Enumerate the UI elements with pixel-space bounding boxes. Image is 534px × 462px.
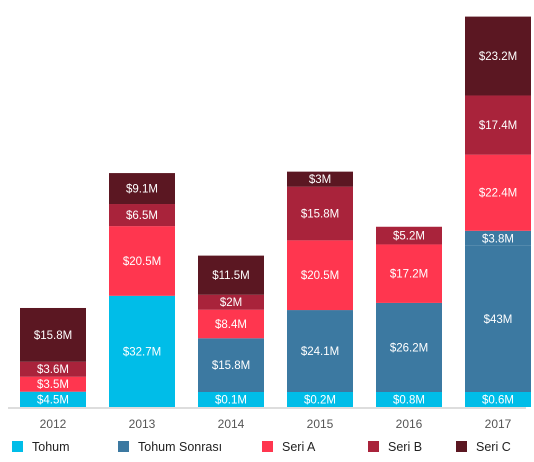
data-label-2017-s4: $23.2M	[479, 51, 517, 63]
x-axis-ticks: 2012 2013 2014 2015 2016 2017	[40, 417, 512, 431]
data-label-2012-s4: $15.8M	[34, 330, 72, 342]
data-label-2016-s1: $26.2M	[390, 342, 428, 354]
data-label-2014-s1: $15.8M	[212, 360, 250, 372]
bar-segment-2017-s0	[465, 392, 531, 407]
bar-segment-2013-s4	[109, 173, 175, 205]
bar-segment-2015-s2	[287, 240, 353, 311]
legend-swatch-4	[456, 441, 467, 452]
data-label-2012-s3: $3.6M	[37, 364, 69, 376]
data-label-2014-s0: $0.1M	[215, 395, 247, 407]
legend-swatch-0	[12, 441, 23, 452]
bar-segment-2016-s0	[376, 392, 442, 407]
bar-segment-2016-s3	[376, 226, 442, 245]
bar-segment-2012-s2	[20, 376, 86, 392]
data-label-2013-s3: $6.5M	[126, 210, 158, 222]
data-label-2015-s3: $15.8M	[301, 209, 339, 221]
data-label-2017-s3: $17.4M	[479, 120, 517, 132]
legend-label-4: Seri C	[476, 440, 511, 454]
data-label-2015-s2: $20.5M	[301, 270, 339, 282]
bar-segment-2015-s1	[287, 310, 353, 392]
bars-group: $4.5M $3.5M $3.6M $15.8M $32.7M $20.5M $6.5M $9…	[20, 16, 531, 407]
data-label-2013-s0: $32.7M	[123, 346, 161, 358]
data-label-2015-s0: $0.2M	[304, 395, 336, 407]
data-label-2017-s1: $43M	[484, 314, 513, 326]
legend-swatch-3	[368, 441, 379, 452]
x-tick-label-2012: 2012	[40, 417, 67, 431]
bar-segment-2013-s2	[109, 226, 175, 296]
bar-segment-2012-s4	[20, 307, 86, 362]
data-label-2015-s4: $3M	[309, 174, 331, 186]
data-label-2014-s4: $11.5M	[212, 270, 250, 282]
bar-segment-2013-s3	[109, 204, 175, 227]
data-label-2016-s2: $17.2M	[390, 269, 428, 281]
legend-label-2: Seri A	[282, 440, 316, 454]
data-label-2014-s3: $2M	[220, 297, 242, 309]
data-label-2017-s0: $0.6M	[482, 395, 514, 407]
data-label-2016-s3: $5.2M	[393, 231, 425, 243]
x-tick-label-2015: 2015	[307, 417, 334, 431]
legend-swatch-2	[262, 441, 273, 452]
bar-segment-2017-s1	[465, 245, 531, 392]
bar-segment-2012-s3	[20, 361, 86, 377]
x-tick-label-2013: 2013	[129, 417, 156, 431]
legend-label-0: Tohum	[32, 440, 70, 454]
bar-segment-2017-s3	[465, 95, 531, 155]
data-label-2017-x0: $3.8M	[482, 233, 514, 245]
data-label-2012-s0: $4.5M	[37, 394, 69, 406]
x-tick-label-2014: 2014	[218, 417, 245, 431]
legend-label-3: Seri B	[388, 440, 422, 454]
data-label-2012-s2: $3.5M	[37, 379, 69, 391]
bar-segment-2017-s2	[465, 154, 531, 231]
bar-segment-2015-s0	[287, 392, 353, 407]
legend: Tohum Tohum Sonrası Seri A Seri B Seri C	[12, 440, 511, 454]
data-label-2013-s2: $20.5M	[123, 256, 161, 268]
bar-segment-2017-s4	[465, 16, 531, 96]
bar-segment-2016-s2	[376, 244, 442, 303]
data-label-2016-s0: $0.8M	[393, 395, 425, 407]
legend-label-1: Tohum Sonrası	[138, 440, 222, 454]
data-label-2014-s2: $8.4M	[215, 319, 247, 331]
x-tick-label-2016: 2016	[396, 417, 423, 431]
bar-segment-2015-s3	[287, 186, 353, 241]
bar-segment-2013-s0	[109, 295, 175, 407]
bar-segment-2015-s4	[287, 171, 353, 187]
bar-segment-2014-s0	[198, 392, 264, 407]
bar-segment-2017-x0	[465, 230, 531, 246]
data-label-2015-s1: $24.1M	[301, 346, 339, 358]
bar-segment-2014-s1	[198, 338, 264, 392]
bar-segment-2014-s3	[198, 294, 264, 310]
data-label-2017-s2: $22.4M	[479, 188, 517, 200]
x-tick-label-2017: 2017	[485, 417, 512, 431]
data-label-2013-s4: $9.1M	[126, 184, 158, 196]
bar-segment-2014-s2	[198, 309, 264, 339]
legend-swatch-1	[118, 441, 129, 452]
bar-segment-2014-s4	[198, 255, 264, 295]
bar-segment-2016-s1	[376, 302, 442, 392]
bar-segment-2012-s0	[20, 391, 86, 407]
